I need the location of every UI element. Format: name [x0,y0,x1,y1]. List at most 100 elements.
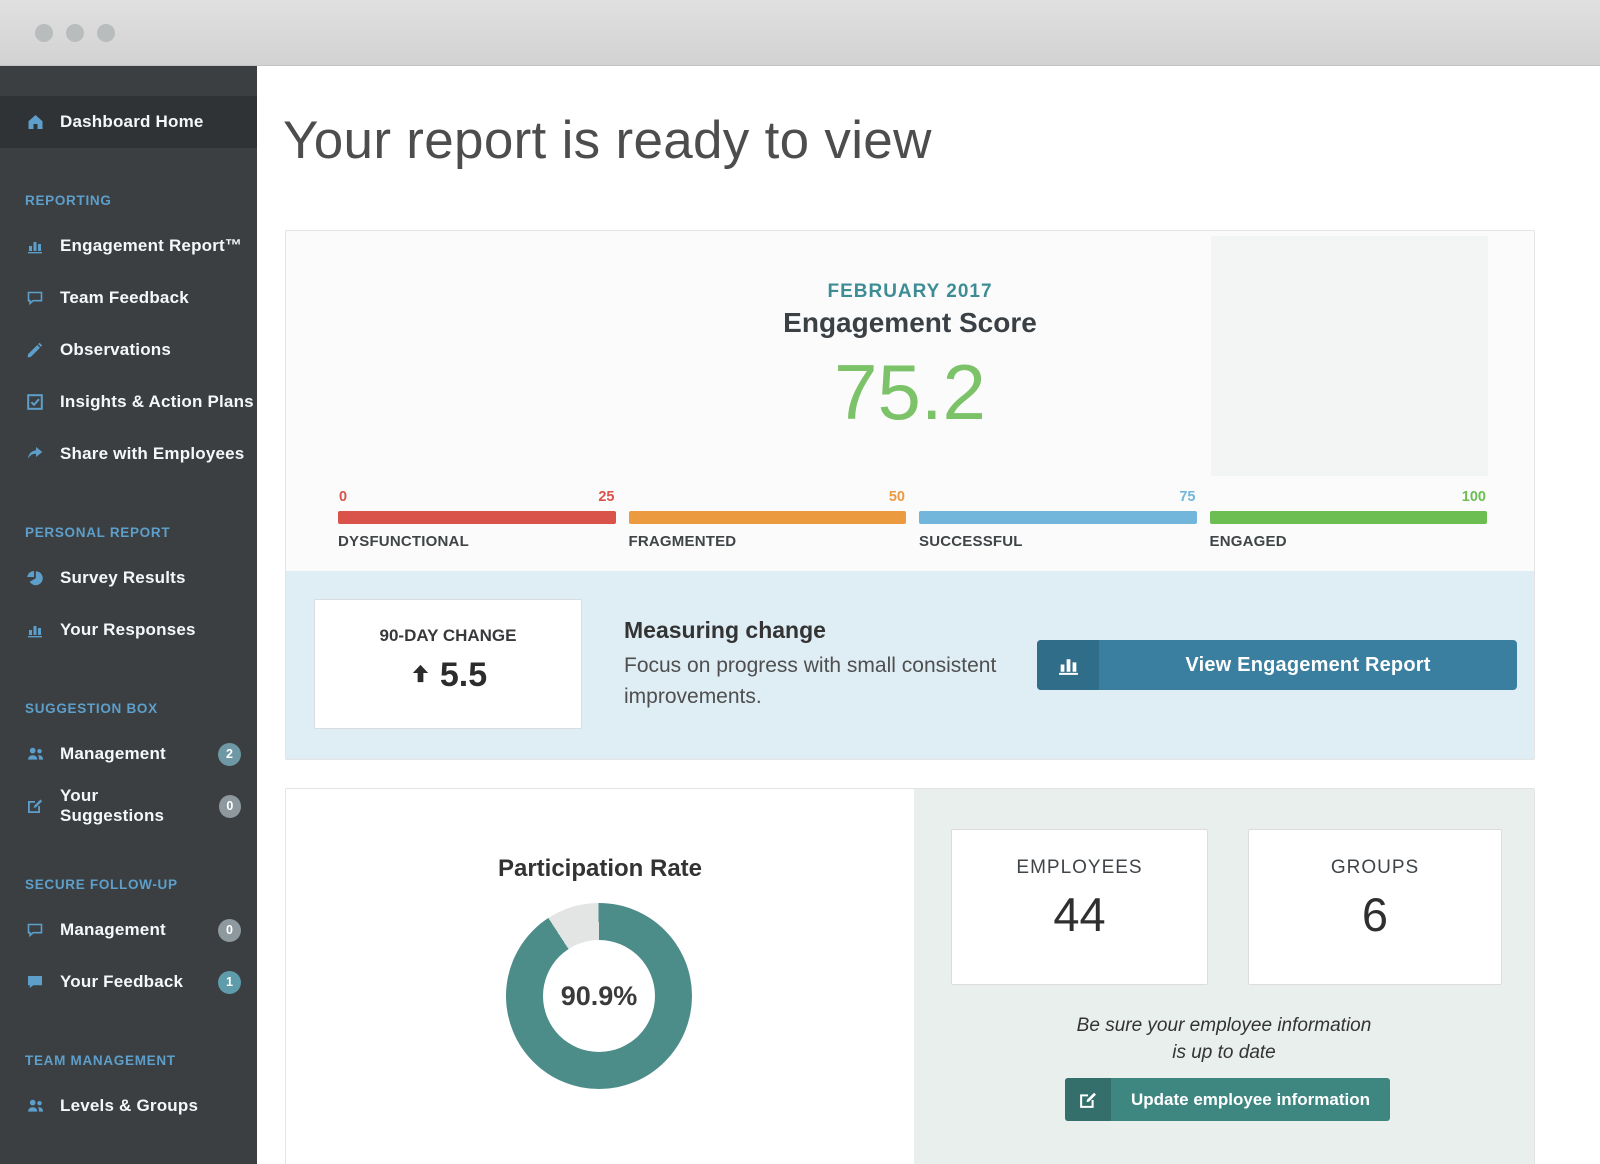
scale-segment-successful: 75 SUCCESSFUL [919,489,1197,550]
sidebar-section-secure-follow-up: SECURE FOLLOW-UP Management 0 Your Feedb… [0,876,257,1008]
score-card-title: Engagement Score [783,307,1037,338]
engagement-score-value: 75.2 [834,348,986,436]
group-icon [25,1097,45,1115]
sidebar-item-observations[interactable]: Observations [0,324,257,376]
bar-chart-icon [1037,640,1099,690]
ninety-day-change-card: 90-DAY CHANGE 5.5 [314,599,582,729]
share-arrow-icon [25,445,45,463]
sidebar-item-survey-results[interactable]: Survey Results [0,552,257,604]
sidebar-item-your-responses[interactable]: Your Responses [0,604,257,656]
scale-end-value: 25 [598,489,615,505]
stat-value: 6 [1361,888,1389,941]
sidebar-item-label: Levels & Groups [60,1096,199,1115]
scale-segment-fragmented: 50 FRAGMENTED [628,489,906,550]
sidebar-item-suggestion-management[interactable]: Management 2 [0,728,257,780]
scale-end-value: 75 [1179,489,1196,505]
bar-chart-icon [25,621,45,639]
sidebar-section-suggestion-box: SUGGESTION BOX Management 2 Your Suggest… [0,700,257,832]
window-titlebar [0,0,1600,66]
section-heading: TEAM MANAGEMENT [25,1053,176,1068]
measuring-change-heading: Measuring change [624,617,826,643]
sidebar-item-label: Survey Results [60,568,186,587]
scale-segment-engaged: 100 ENGAGED [1209,489,1487,550]
window-minimize-button[interactable] [66,23,84,42]
section-heading: PERSONAL REPORT [25,525,171,540]
sidebar-item-label: Your Suggestions [60,786,165,825]
sidebar-item-your-suggestions[interactable]: Your Suggestions 0 [0,780,257,832]
bar-chart-icon [25,237,45,255]
sidebar-item-team-feedback[interactable]: Team Feedback [0,272,257,324]
speech-bubble-icon [25,289,45,307]
people-icon [25,745,45,763]
sidebar-item-your-feedback[interactable]: Your Feedback 1 [0,956,257,1008]
count-badge: 0 [218,794,241,818]
sidebar-section-team-management: TEAM MANAGEMENT Levels & Groups [0,1052,257,1132]
groups-stat-card: GROUPS 6 [1248,829,1502,985]
section-heading: SUGGESTION BOX [25,701,158,716]
count-badge: 0 [218,918,241,942]
sidebar-item-engagement-report[interactable]: Engagement Report™ [0,220,257,272]
participation-rate-value: 90.9% [543,940,655,1052]
scale-label: SUCCESSFUL [919,533,1023,550]
scale-end-value: 100 [1461,489,1486,505]
scale-end-value: 50 [888,489,905,505]
count-badge: 2 [218,742,241,766]
change-value: 5.5 [439,656,488,694]
scale-label: FRAGMENTED [628,533,737,550]
button-label: Update employee information [1131,1089,1370,1109]
participation-card: Participation Rate 90.9% EMPLOYEES 44 GR… [285,788,1535,1164]
employee-info-panel: EMPLOYEES 44 GROUPS 6 Be sure your emplo… [914,789,1534,1164]
chat-bubbles-icon [25,921,45,939]
scale-label: DYSFUNCTIONAL [338,533,469,550]
sidebar: Dashboard Home REPORTING Engagement Repo… [0,66,257,1164]
sidebar-item-levels-groups[interactable]: Levels & Groups [0,1080,257,1132]
engagement-scale: 0 25 DYSFUNCTIONAL 50 FRAGMENTED 75 [338,489,1487,550]
change-label: 90-DAY CHANGE [379,626,517,645]
sidebar-item-share-with-employees[interactable]: Share with Employees [0,428,257,480]
sidebar-item-insights-action-plans[interactable]: Insights & Action Plans [0,376,257,428]
employees-stat-card: EMPLOYEES 44 [951,829,1208,985]
window-zoom-button[interactable] [97,23,115,42]
sidebar-item-label: Share with Employees [60,444,245,463]
measuring-change-text: Measuring change Focus on progress with … [624,617,1024,712]
sidebar-item-dashboard-home[interactable]: Dashboard Home [0,96,257,148]
sidebar-section-reporting: REPORTING Engagement Report™ Team Feedba… [0,192,257,480]
employee-info-note: Be sure your employee information is up … [914,1013,1534,1066]
sidebar-item-label: Dashboard Home [60,112,204,131]
sidebar-item-secure-management[interactable]: Management 0 [0,904,257,956]
note-line-2: is up to date [1172,1041,1276,1063]
sidebar-item-label: Engagement Report™ [60,236,243,255]
section-heading: REPORTING [25,193,112,208]
measuring-change-band: 90-DAY CHANGE 5.5 Measuring change Focus… [286,571,1534,759]
report-period: FEBRUARY 2017 [827,281,993,302]
speech-bubble-filled-icon [25,973,45,991]
page-title: Your report is ready to view [283,111,932,170]
scale-bar [1209,511,1487,524]
sidebar-section-personal-report: PERSONAL REPORT Survey Results Your Resp… [0,524,257,656]
scale-start-value: 0 [339,489,348,505]
decorative-panel [1211,236,1488,476]
edit-icon [1065,1078,1111,1121]
home-icon [25,113,45,131]
scale-bar [628,511,906,524]
participation-donut: 90.9% [506,903,692,1089]
engagement-score-card: FEBRUARY 2017 Engagement Score 75.2 0 25… [285,230,1535,760]
pencil-icon [25,341,45,359]
stat-value: 44 [1053,888,1106,941]
count-badge: 1 [218,970,241,994]
window-close-button[interactable] [35,23,53,42]
view-engagement-report-button[interactable]: View Engagement Report [1037,640,1517,690]
arrow-up-icon [409,662,432,690]
sidebar-item-label: Team Feedback [60,288,189,307]
button-label: View Engagement Report [1185,653,1431,676]
measuring-change-body: Focus on progress with small consistent … [624,654,997,709]
sidebar-item-label: Insights & Action Plans [60,392,254,411]
update-employee-information-button[interactable]: Update employee information [1065,1078,1390,1121]
scale-bar [338,511,616,524]
checkbox-check-icon [25,393,45,411]
note-line-1: Be sure your employee information [1076,1015,1372,1036]
scale-bar [919,511,1197,524]
edit-icon [25,797,45,815]
stat-label: EMPLOYEES [1016,857,1143,878]
